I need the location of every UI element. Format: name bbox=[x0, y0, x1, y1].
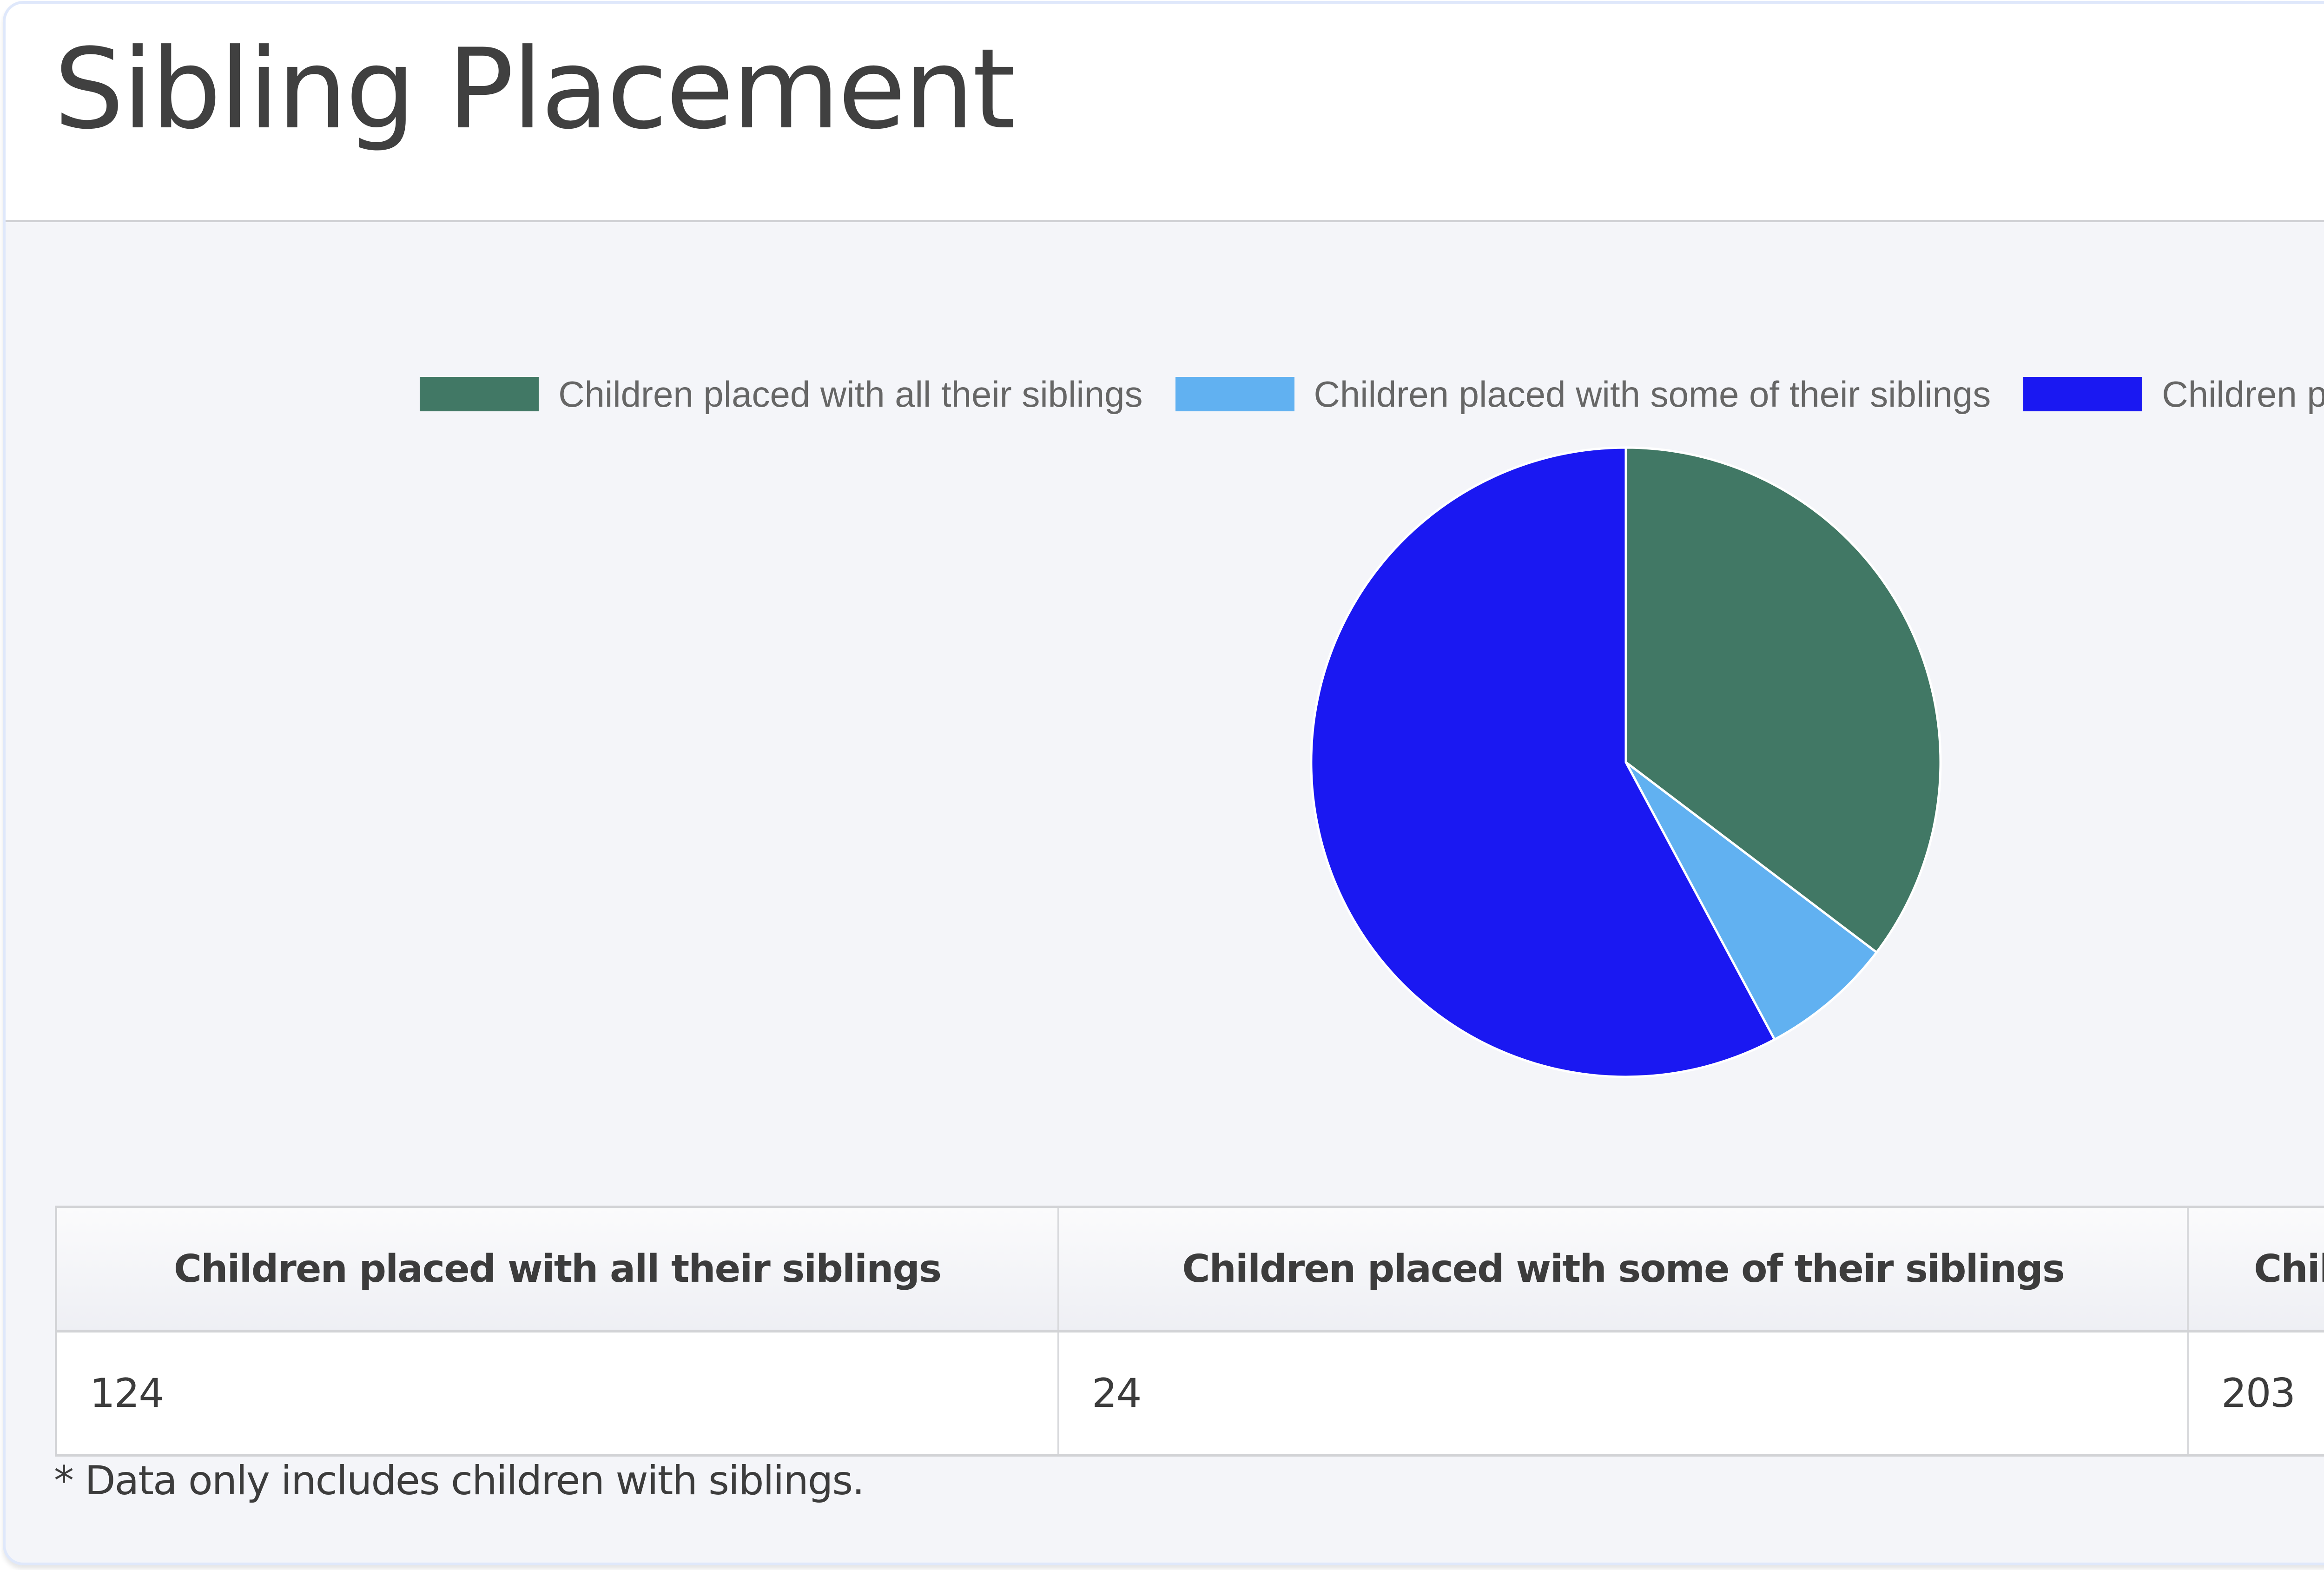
sibling-placement-card: Sibling Placement Children placed with a… bbox=[3, 1, 2324, 1565]
table-row: 124 24 203 bbox=[56, 1331, 2324, 1456]
legend-item-some-siblings[interactable]: Children placed with some of their sibli… bbox=[1175, 373, 1991, 416]
cell-all-siblings-count: 124 bbox=[56, 1331, 1059, 1456]
legend-swatch-all-siblings bbox=[420, 377, 539, 411]
column-header-no-siblings: Children placed with none of their sibli… bbox=[2188, 1207, 2324, 1333]
pie-slice-all-siblings[interactable] bbox=[1624, 446, 1942, 954]
column-header-some-siblings: Children placed with some of their sibli… bbox=[1058, 1207, 2189, 1333]
legend-label: Children placed with all their siblings bbox=[558, 373, 1143, 415]
legend-swatch-some-siblings bbox=[1175, 377, 1294, 411]
legend-item-no-siblings[interactable]: Children placed with none of their sibli… bbox=[2023, 373, 2324, 416]
legend-swatch-no-siblings bbox=[2023, 377, 2143, 411]
table-header-row: Children placed with all their siblings … bbox=[56, 1207, 2324, 1333]
footnote: * Data only includes children with sibli… bbox=[54, 1458, 865, 1504]
legend-label: Children placed with some of their sibli… bbox=[1314, 373, 1991, 415]
sibling-placement-table: Children placed with all their siblings … bbox=[55, 1206, 2324, 1457]
page-title: Sibling Placement bbox=[54, 25, 1016, 154]
cell-some-siblings-count: 24 bbox=[1058, 1331, 2189, 1456]
legend-label: Children placed with none of their sibli… bbox=[2162, 373, 2324, 415]
pie-chart bbox=[1310, 446, 1942, 1078]
pie-slice-some-siblings[interactable] bbox=[1624, 761, 1878, 1041]
cell-no-siblings-count: 203 bbox=[2188, 1331, 2324, 1456]
legend-item-all-siblings[interactable]: Children placed with all their siblings bbox=[420, 373, 1143, 416]
card-header: Sibling Placement bbox=[6, 4, 2324, 222]
pie-slice-no-siblings[interactable] bbox=[1310, 446, 1776, 1078]
chart-legend: Children placed with all their siblings … bbox=[6, 371, 2324, 417]
column-header-all-siblings: Children placed with all their siblings bbox=[56, 1207, 1059, 1333]
